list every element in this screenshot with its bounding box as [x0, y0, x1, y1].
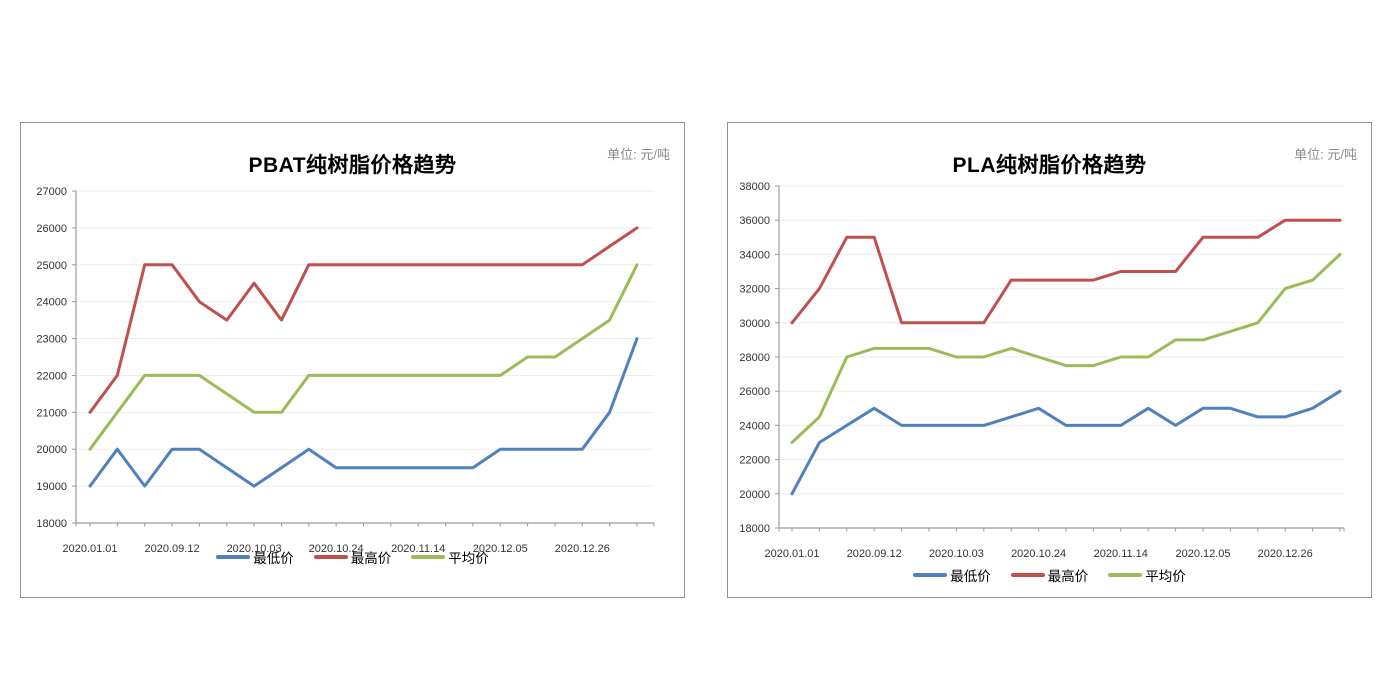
pbat-legend-label-avg: 平均价: [448, 551, 489, 566]
pla-x-axis-label: 2020.01.01: [764, 548, 819, 560]
pla-chart-card: 18000 20000 22000 24000 26000 28000 30000 32000…: [727, 122, 1372, 598]
pla-x-axis-label: 2020.12.26: [1258, 548, 1313, 560]
pla-x-axis-label: 2020.10.03: [929, 548, 984, 560]
pla-y-axis-label: 20000: [739, 489, 770, 501]
pbat-y-axis-label: 25000: [36, 260, 67, 272]
pla-y-axis-label: 24000: [739, 420, 770, 432]
pla-y-axis-label: 38000: [739, 181, 770, 193]
pbat-x-axis-label: 2020.10.03: [227, 543, 282, 555]
pbat-x-axis-label: 2020.01.01: [62, 543, 117, 555]
pbat-x-axis-label: 2020.10.24: [309, 543, 364, 555]
pla-plot: 18000 20000 22000 24000 26000 28000 30000 32000…: [739, 181, 1345, 560]
max-line-swatch: [313, 555, 348, 559]
pbat-y-axis-label: 26000: [36, 223, 67, 235]
pla-y-axis-label: 32000: [739, 284, 770, 296]
pbat-legend-item-min: 最低价: [216, 547, 294, 567]
pla-x-axis-label: 2020.09.12: [847, 548, 902, 560]
pbat-y-axis-label: 19000: [36, 481, 67, 493]
pbat-plot: 18000 19000 20000 21000 22000 23000 24000 25000…: [36, 186, 655, 555]
pbat-x-axis-label: 2020.12.05: [473, 543, 528, 555]
pbat-x-axis-label: 2020.12.26: [555, 543, 610, 555]
pbat-y-axis-label: 18000: [36, 518, 67, 530]
min-line-swatch: [216, 555, 251, 559]
min-line-swatch: [913, 573, 948, 577]
pla-y-axis-label: 30000: [739, 318, 770, 330]
pbat-legend-item-avg: 平均价: [411, 547, 489, 567]
pbat-legend: 最低价 最高价 平均价: [21, 547, 684, 567]
pbat-series-line-0: [88, 337, 639, 488]
pbat-x-axis-label: 2020.11.14: [391, 543, 445, 555]
pbat-y-axis-label: 20000: [36, 444, 67, 456]
avg-line-swatch: [411, 555, 446, 559]
pbat-chart-title: PBAT纯树脂价格趋势: [248, 154, 457, 178]
pbat-y-axis-label: 27000: [36, 186, 67, 198]
pla-x-axis-label: 2020.11.14: [1094, 548, 1148, 560]
pla-y-axis-label: 28000: [739, 352, 770, 364]
pla-series-line-1: [790, 218, 1342, 325]
pla-legend-item-min: 最低价: [913, 565, 991, 585]
pla-x-axis-label: 2020.10.24: [1011, 548, 1066, 560]
pbat-chart-card: 18000 19000 20000 21000 22000 23000 24000 25000…: [20, 122, 685, 598]
pla-y-axis-label: 26000: [739, 386, 770, 398]
pla-y-axis-label: 36000: [739, 215, 770, 227]
pbat-y-axis-label: 24000: [36, 297, 67, 309]
pla-legend-label-min: 最低价: [950, 569, 991, 584]
pbat-y-axis-label: 23000: [36, 334, 67, 346]
pbat-series-line-1: [88, 226, 639, 414]
pla-y-axis-label: 34000: [739, 249, 770, 261]
pla-series-line-2: [790, 252, 1342, 444]
pla-legend-label-max: 最高价: [1047, 569, 1089, 584]
pla-chart-title: PLA纯树脂价格趋势: [952, 154, 1147, 178]
pbat-series-line-2: [88, 263, 639, 451]
avg-line-swatch: [1108, 573, 1143, 577]
pla-legend-item-max: 最高价: [1010, 565, 1089, 585]
pla-legend: 最低价 最高价 平均价: [728, 565, 1371, 585]
pbat-unit-label: 单位: 元/吨: [607, 147, 670, 162]
pbat-legend-label-max: 最高价: [350, 551, 392, 566]
pbat-y-axis-label: 22000: [36, 370, 67, 382]
pla-legend-item-avg: 平均价: [1108, 565, 1186, 585]
pbat-legend-label-min: 最低价: [253, 551, 294, 566]
pla-unit-label: 单位: 元/吨: [1294, 147, 1357, 162]
pla-y-axis-label: 18000: [739, 523, 770, 535]
pla-legend-label-avg: 平均价: [1145, 569, 1186, 584]
pbat-legend-item-max: 最高价: [313, 547, 392, 567]
pbat-x-axis-label: 2020.09.12: [145, 543, 200, 555]
pla-series-line-0: [790, 389, 1342, 496]
pla-y-axis-label: 22000: [739, 455, 770, 467]
max-line-swatch: [1010, 573, 1045, 577]
pbat-y-axis-label: 21000: [36, 407, 67, 419]
pla-x-axis-label: 2020.12.05: [1175, 548, 1230, 560]
